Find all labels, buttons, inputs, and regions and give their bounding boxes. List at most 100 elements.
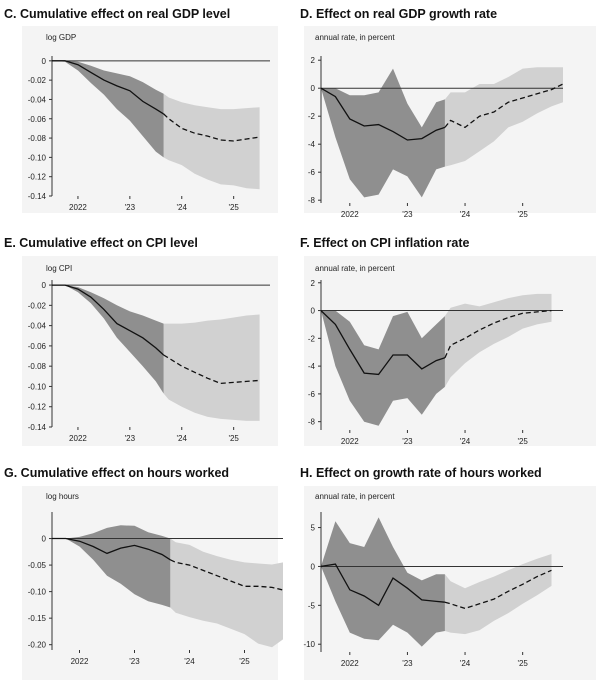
panel-e-band-projection <box>163 314 260 421</box>
panel-e-ytick-label: -0.08 <box>28 362 47 371</box>
panel-g-ytick-label: -0.15 <box>28 614 47 623</box>
panel-f-ytick-label: -8 <box>308 418 316 427</box>
panel-c-xtick-label: '23 <box>125 203 136 212</box>
panel-e-xtick-label: 2022 <box>69 434 87 443</box>
panel-d-band-estimated <box>321 68 445 198</box>
panel-h-xtick-label: '25 <box>517 659 528 668</box>
panel-f: F. Effect on CPI inflation rate annual ra… <box>300 236 596 446</box>
panel-d-ylabel: annual rate, in percent <box>315 33 395 42</box>
panel-c-xtick-label: '25 <box>228 203 239 212</box>
panel-c: C. Cumulative effect on real GDP level lo… <box>4 7 278 213</box>
panel-h: H. Effect on growth rate of hours worked… <box>300 466 596 680</box>
panel-e-ytick-label: -0.04 <box>28 322 47 331</box>
panel-e-estimate-line <box>52 284 165 356</box>
panel-c-band-estimated <box>52 60 164 158</box>
panel-h-band-projection <box>444 554 552 635</box>
panel-g-xtick-label: 2022 <box>71 657 89 666</box>
panel-h-ytick-label: 5 <box>311 524 316 533</box>
panel-d-ytick-label: -4 <box>308 140 316 149</box>
panel-g-ytick-label: -0.10 <box>28 588 47 597</box>
panel-d-ytick-label: -8 <box>308 196 316 205</box>
panel-c-ytick-label: -0.08 <box>28 134 47 143</box>
panel-f-band-projection <box>444 293 552 387</box>
panel-h-ytick-label: -10 <box>303 640 315 649</box>
panel-c-ytick-label: -0.02 <box>28 76 47 85</box>
panel-h-ytick-label: -5 <box>308 601 316 610</box>
panel-h-xtick-label: 2022 <box>341 659 359 668</box>
panel-h-ylabel: annual rate, in percent <box>315 492 395 501</box>
panel-e-ytick-label: -0.14 <box>28 423 47 432</box>
panel-h-projection-line <box>444 569 552 610</box>
panel-d: D. Effect on real GDP growth rate annual … <box>300 7 596 219</box>
panel-e-ytick-label: -0.12 <box>28 403 47 412</box>
panel-d-xtick-label: '25 <box>517 210 528 219</box>
panel-h-title: H. Effect on growth rate of hours worked <box>300 466 542 480</box>
panel-d-ytick-label: 0 <box>311 84 316 93</box>
panel-c-title: C. Cumulative effect on real GDP level <box>4 7 230 21</box>
panel-c-projection-line <box>163 113 260 142</box>
panel-e-xtick-label: '25 <box>228 434 239 443</box>
panel-e-ytick-label: -0.02 <box>28 301 47 310</box>
panel-g-estimate-line <box>52 537 171 561</box>
panel-d-estimate-line <box>320 87 446 141</box>
panel-f-ytick-label: -4 <box>308 362 316 371</box>
panel-f-ylabel: annual rate, in percent <box>315 264 395 273</box>
panel-g: G. Cumulative effect on hours worked log … <box>4 466 284 680</box>
panel-e-ytick-label: 0 <box>42 281 47 290</box>
panel-d-xtick-label: '24 <box>460 210 471 219</box>
panel-g-xtick-label: '25 <box>239 657 250 666</box>
panel-g-title: G. Cumulative effect on hours worked <box>4 466 229 480</box>
panel-e-xtick-label: '23 <box>125 434 136 443</box>
panel-e-ylabel: log CPI <box>46 264 72 273</box>
panel-f-estimate-line <box>320 310 446 376</box>
panel-f-ytick-label: -2 <box>308 334 316 343</box>
panel-f-xtick-label: '25 <box>517 437 528 446</box>
panel-e-ytick-label: -0.10 <box>28 382 47 391</box>
panel-d-xtick-label: 2022 <box>341 210 359 219</box>
panel-f-ytick-label: 2 <box>311 279 316 288</box>
panel-d-band-projection <box>444 67 563 167</box>
panel-h-xtick-label: '24 <box>460 659 471 668</box>
panel-c-xtick-label: 2022 <box>69 203 87 212</box>
panel-c-ytick-label: -0.14 <box>28 192 47 201</box>
panel-f-xtick-label: '24 <box>460 437 471 446</box>
panel-g-xtick-label: '23 <box>129 657 140 666</box>
panel-c-ytick-label: 0 <box>42 57 47 66</box>
panel-d-xtick-label: '23 <box>402 210 413 219</box>
panel-h-xtick-label: '23 <box>402 659 413 668</box>
panel-f-ytick-label: 0 <box>311 307 316 316</box>
panel-g-ytick-label: -0.20 <box>28 641 47 650</box>
panel-g-xtick-label: '24 <box>184 657 195 666</box>
panel-g-band-estimated <box>52 525 171 608</box>
panel-e-projection-line <box>163 354 260 385</box>
panel-f-xtick-label: 2022 <box>341 437 359 446</box>
panel-c-ytick-label: -0.04 <box>28 95 47 104</box>
panel-h-band-estimated <box>321 517 445 647</box>
panel-d-ytick-label: -2 <box>308 112 316 121</box>
panel-d-ytick-label: -6 <box>308 168 316 177</box>
panel-e: E. Cumulative effect on CPI level log CPI… <box>4 236 278 446</box>
panel-d-projection-line <box>444 83 564 129</box>
panel-d-title: D. Effect on real GDP growth rate <box>300 7 497 21</box>
panel-e-ytick-label: -0.06 <box>28 342 47 351</box>
panel-f-title: F. Effect on CPI inflation rate <box>300 236 470 250</box>
panel-g-projection-line <box>170 559 284 591</box>
panel-f-xtick-label: '23 <box>402 437 413 446</box>
panel-d-ytick-label: 2 <box>311 56 316 65</box>
panel-c-ytick-label: -0.10 <box>28 153 47 162</box>
panel-g-ytick-label: 0 <box>42 535 47 544</box>
panel-h-estimate-line <box>320 563 445 607</box>
panel-h-ytick-label: 0 <box>311 562 316 571</box>
panel-f-ytick-label: -6 <box>308 390 316 399</box>
panel-c-xtick-label: '24 <box>177 203 188 212</box>
panel-g-ytick-label: -0.05 <box>28 561 47 570</box>
panel-g-ylabel: log hours <box>46 492 79 501</box>
panel-c-estimate-line <box>52 60 164 115</box>
panel-c-ylabel: log GDP <box>46 33 76 42</box>
panel-f-projection-line <box>444 309 552 359</box>
panel-e-band-estimated <box>52 285 164 394</box>
panel-e-xtick-label: '24 <box>177 434 188 443</box>
panel-e-title: E. Cumulative effect on CPI level <box>4 236 198 250</box>
